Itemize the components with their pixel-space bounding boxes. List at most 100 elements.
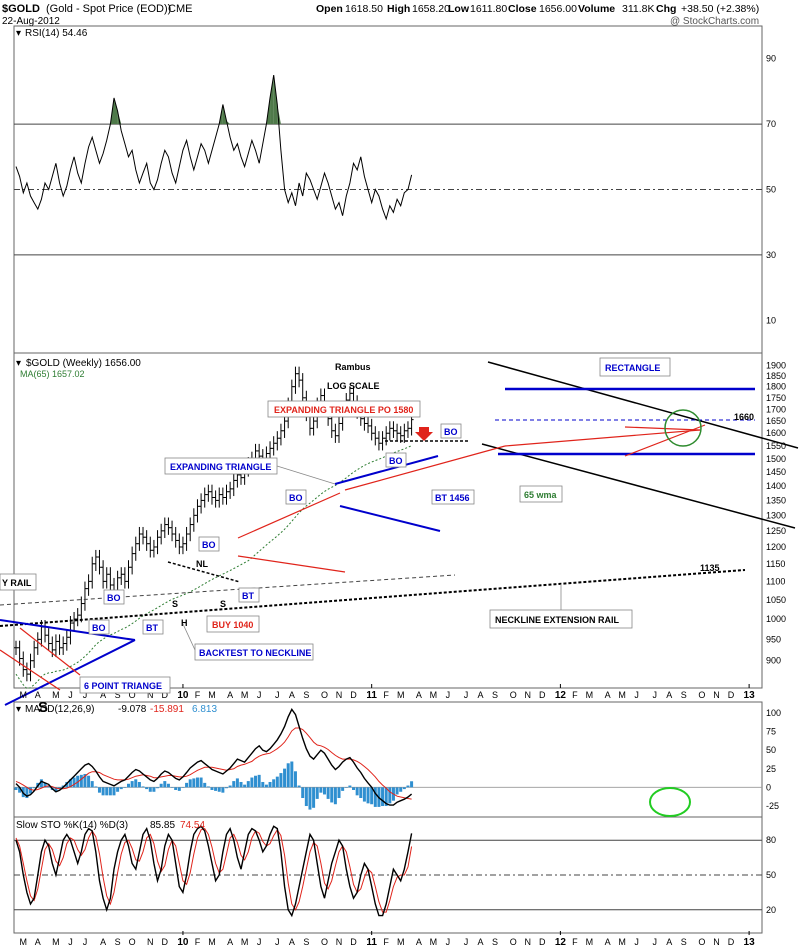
x-axis-bottom-label: N	[147, 937, 154, 947]
x-axis-bottom-label: J	[653, 937, 658, 947]
x-axis-bottom-label: F	[383, 937, 389, 947]
macd-hist-bar	[373, 787, 377, 807]
x-axis-top-label: S	[681, 690, 687, 700]
price-x-axis: M A M J J A S O N D 10 F M A M J J A S O N D 11 F M A M J J A S O N D 12 F M…	[20, 684, 755, 701]
macd-hist-bar	[94, 786, 98, 788]
price-bar	[384, 426, 389, 446]
macd-hist-bar	[87, 775, 91, 788]
price-bar	[104, 567, 109, 589]
price-bar	[300, 373, 305, 405]
x-axis-top-label: M	[397, 690, 405, 700]
price-bar	[144, 530, 149, 551]
macd-hist-bar	[264, 784, 268, 788]
price-bar	[199, 493, 204, 514]
macd-hist-bar	[359, 787, 363, 799]
macd-ytick-75: 75	[766, 727, 776, 737]
bt-label-2: BT	[146, 623, 158, 633]
macd-hist-bar	[119, 787, 123, 790]
macd-hist-bar	[322, 787, 326, 795]
macd-hist-bar	[399, 787, 403, 792]
x-axis-top-label: M	[618, 690, 626, 700]
x-axis-bottom-label: F	[572, 937, 578, 947]
macd-hist-bar	[181, 787, 185, 788]
bottom-x-axis: M A M J J A S O N D 10 F M A M J J A S O N D 11 F M A M J J A S O N D 12 F M…	[20, 931, 755, 948]
macd-hist-bar	[101, 787, 105, 796]
price-bar	[151, 539, 156, 558]
price-panel: 900 950 1000 1050 1100 1150 1200 1250 1300 1350 14…	[0, 360, 799, 706]
x-axis-bottom-label: O	[510, 937, 517, 947]
macd-hist-bar	[170, 787, 174, 788]
macd-lime-circle	[649, 787, 691, 817]
sto-ytick-50: 50	[766, 870, 776, 880]
price-bar	[195, 499, 200, 523]
price-arrow: ▾	[16, 358, 21, 369]
x-axis-top-label: J	[68, 690, 73, 700]
price-bar	[119, 567, 124, 585]
macd-hist-bar	[224, 787, 228, 789]
x-axis-bottom-label: 10	[177, 937, 189, 948]
bo-box-3	[285, 489, 307, 505]
bo-label-4: BO	[202, 540, 216, 550]
macd-hist-bar	[257, 774, 261, 788]
x-axis-top-label: J	[83, 690, 88, 700]
x-axis-top-label: S	[303, 690, 309, 700]
macd-ytick-50: 50	[766, 745, 776, 755]
price-bar	[391, 421, 396, 438]
macd-hist-bar	[195, 777, 199, 788]
macd-hist-bar	[261, 781, 265, 788]
x-axis-bottom-label: M	[20, 937, 28, 947]
x-axis-bottom-label: D	[350, 937, 357, 947]
price-bar	[217, 487, 222, 508]
macd-hist-bar	[246, 781, 250, 788]
price-bar	[380, 431, 385, 451]
price-bar	[405, 421, 410, 438]
macd-hist-bar	[333, 787, 337, 805]
price-bar	[64, 630, 69, 651]
macd-hist-bar	[105, 787, 109, 796]
sto-label: Slow STO %K(14) %D(3)	[16, 820, 128, 831]
x-axis-top-label: F	[383, 690, 389, 700]
sto-ytick-80: 80	[766, 835, 776, 845]
macd-hist-bar	[199, 777, 203, 788]
x-axis-bottom-label: M	[397, 937, 405, 947]
sto-k-line	[15, 825, 413, 918]
macd-hist-bar	[402, 787, 406, 790]
x-axis-bottom-label: J	[257, 937, 262, 947]
macd-hist-bar	[341, 787, 345, 791]
x-axis-bottom-label: S	[115, 937, 121, 947]
price-bar	[209, 484, 214, 505]
macd-hist-bar	[192, 778, 196, 788]
backtest-pointer	[182, 623, 196, 651]
macd-hist-bar	[228, 785, 232, 788]
macd-hist-bar	[32, 787, 36, 789]
price-bar	[46, 628, 51, 651]
macd-hist-bar	[279, 773, 283, 788]
macd-hist-bar	[301, 787, 305, 799]
macd-hist-bar	[174, 787, 178, 790]
x-axis-top-label: M	[430, 690, 438, 700]
x-axis-bottom-label: O	[698, 937, 705, 947]
price-bar	[271, 436, 276, 456]
macd-hist-bar	[79, 774, 83, 788]
price-bar	[188, 517, 193, 542]
x-axis-top-label: J	[446, 690, 451, 700]
six-point-tri-bottom	[4, 639, 136, 706]
macd-hist-bar	[210, 787, 214, 790]
x-axis-top-label: A	[666, 690, 672, 700]
price-bar	[137, 526, 142, 551]
x-axis-bottom-label: J	[83, 937, 88, 947]
six-point-tri-top	[0, 619, 136, 641]
price-ytick-1050: 1050	[766, 595, 786, 605]
x-axis-top-label: O	[698, 690, 705, 700]
macd-hist-bar	[381, 787, 385, 807]
macd-hist-bar	[145, 787, 149, 790]
level-1660-label: 1660	[734, 412, 754, 422]
price-bar	[61, 636, 66, 655]
macd-hist-bar	[221, 787, 225, 793]
volume-label: Volume	[578, 3, 615, 15]
macd-hist-bar	[203, 782, 207, 788]
macd-hist-bar	[395, 787, 399, 795]
macd-hist-bar	[97, 787, 101, 793]
price-bar	[337, 416, 342, 443]
macd-hist-bar	[406, 785, 410, 788]
